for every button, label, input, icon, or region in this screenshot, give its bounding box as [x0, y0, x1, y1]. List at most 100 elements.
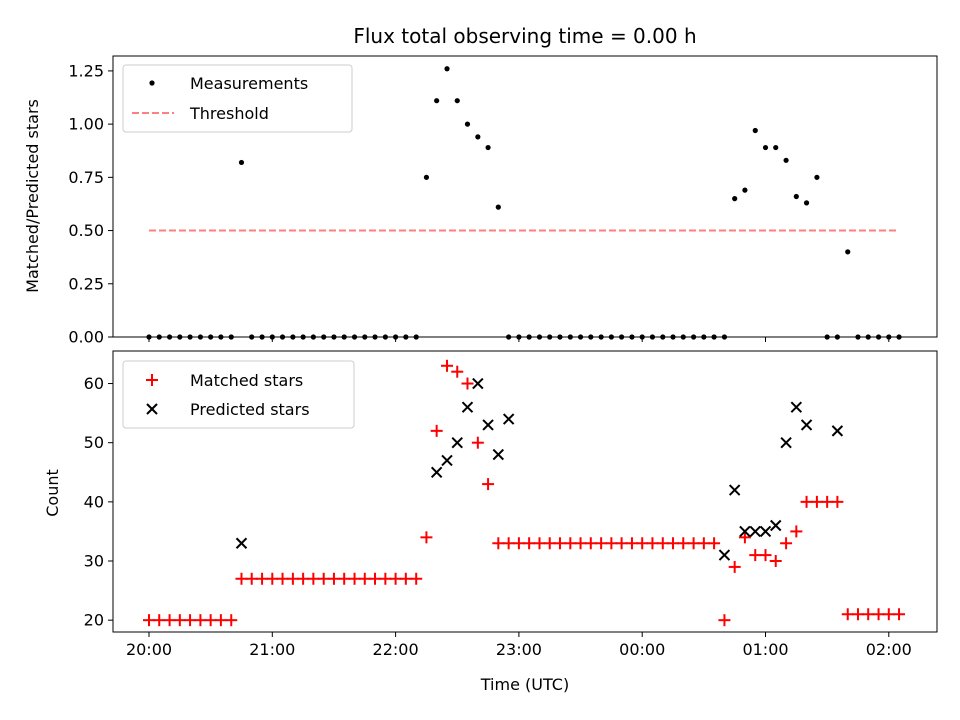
legend-measurements-marker [149, 80, 155, 86]
matched-star-point [286, 572, 299, 585]
matched-star-point [430, 424, 443, 437]
top-y-tick-label: 1.00 [68, 115, 104, 134]
bottom-legend: Matched stars Predicted stars [122, 360, 355, 429]
bottom-y-tick-label: 50 [84, 433, 104, 452]
matched-star-point [872, 608, 885, 621]
bottom-axes: 20 30 40 50 60 20:00 21:00 22:00 23:00 00:00 01:00… [84, 350, 938, 659]
matched-star-point [173, 614, 186, 627]
matched-star-point [235, 572, 248, 585]
measurement-point [423, 174, 430, 180]
matched-star-point [790, 525, 803, 538]
measurement-point [495, 204, 501, 210]
bottom-legend-frame [122, 360, 355, 429]
bottom-y-axis-label: Count [43, 469, 62, 517]
measurement-point [238, 159, 245, 166]
matched-star-point [810, 495, 823, 508]
legend-predicted-label: Predicted stars [190, 400, 310, 419]
predicted-star-point [430, 466, 443, 478]
predicted-star-point [482, 419, 494, 431]
legend-matched-marker [146, 374, 158, 386]
measurement-point [845, 249, 851, 255]
matched-star-point [780, 537, 793, 550]
top-legend-frame [122, 64, 353, 133]
measurement-point [752, 127, 758, 134]
matched-star-point [821, 495, 834, 508]
predicted-star-point [831, 425, 844, 437]
matched-star-point [738, 531, 751, 544]
measurement-point [783, 157, 789, 163]
matched-star-point [667, 537, 680, 550]
predicted-star-point [502, 413, 515, 425]
measurement-point [814, 174, 820, 180]
matched-star-point [420, 531, 433, 544]
predicted-star-point [780, 436, 792, 449]
top-y-tick-label: 1.25 [68, 61, 104, 80]
matched-star-point [410, 572, 423, 585]
matched-star-point [153, 614, 166, 627]
matched-star-point [451, 365, 464, 378]
matched-star-point [245, 572, 258, 585]
matched-star-point [595, 537, 608, 550]
matched-star-point [256, 572, 269, 585]
matched-star-point [143, 614, 155, 627]
matched-star-point [317, 572, 330, 585]
chart-title: Flux total observing time = 0.00 h [353, 24, 696, 48]
matched-star-point [862, 608, 875, 621]
predicted-star-point [770, 519, 782, 532]
matched-star-point [851, 608, 864, 621]
matched-star-point [461, 377, 474, 390]
measurement-point [803, 200, 810, 206]
bottom-panel: 20 30 40 50 60 20:00 21:00 22:00 23:00 00:00 01:00… [43, 350, 938, 694]
top-y-tick-label: 0.50 [68, 221, 104, 240]
matched-star-point [636, 537, 649, 550]
measurement-point [454, 98, 460, 104]
measurement-point [762, 144, 769, 151]
matched-star-point [194, 614, 207, 627]
matched-star-point [225, 614, 238, 627]
matched-star-point [163, 614, 176, 627]
bottom-x-tick-label: 23:00 [496, 640, 542, 659]
top-y-axis-label: Matched/Predicted stars [23, 99, 42, 293]
predicted-star-point [472, 377, 484, 390]
predicted-star-point [749, 525, 761, 538]
matched-star-point [882, 608, 895, 621]
predicted-star-point [235, 537, 248, 549]
matched-star-point [358, 572, 371, 585]
top-y-tick-label: 0.25 [68, 274, 104, 293]
matched-star-point [184, 614, 197, 627]
matched-star-point [553, 537, 566, 550]
matched-star-point [759, 549, 772, 562]
matched-star-point [492, 537, 505, 550]
matched-star-point [687, 537, 700, 550]
matched-star-point [708, 537, 721, 550]
bottom-plot-marks [143, 359, 906, 627]
predicted-star-point [451, 436, 463, 449]
matched-star-point [276, 572, 289, 585]
bottom-x-tick-label: 01:00 [742, 640, 788, 659]
matched-star-point [297, 572, 310, 585]
matched-star-point [800, 495, 813, 508]
matched-star-point [749, 549, 762, 562]
measurement-point [485, 144, 491, 151]
matched-star-point [584, 537, 597, 550]
bottom-y-tick-label: 20 [84, 611, 104, 630]
matched-star-point [728, 560, 741, 573]
top-axes: 0.00 0.25 0.50 0.75 1.00 1.25 [68, 55, 938, 347]
matched-star-point [769, 555, 782, 568]
matched-star-point [697, 537, 710, 550]
top-y-tick-label: 0.75 [68, 168, 104, 187]
matched-star-point [893, 608, 906, 621]
measurement-point [464, 121, 471, 127]
measurement-point [773, 144, 779, 151]
matched-star-point [605, 537, 618, 550]
measurement-point [732, 196, 738, 202]
matched-star-point [512, 537, 525, 550]
matched-star-point [214, 614, 227, 627]
matched-star-point [625, 537, 638, 550]
predicted-star-point [728, 484, 741, 496]
matched-star-point [646, 537, 659, 550]
matched-star-point [718, 614, 731, 627]
matched-star-point [307, 572, 320, 585]
matched-star-point [574, 537, 587, 550]
